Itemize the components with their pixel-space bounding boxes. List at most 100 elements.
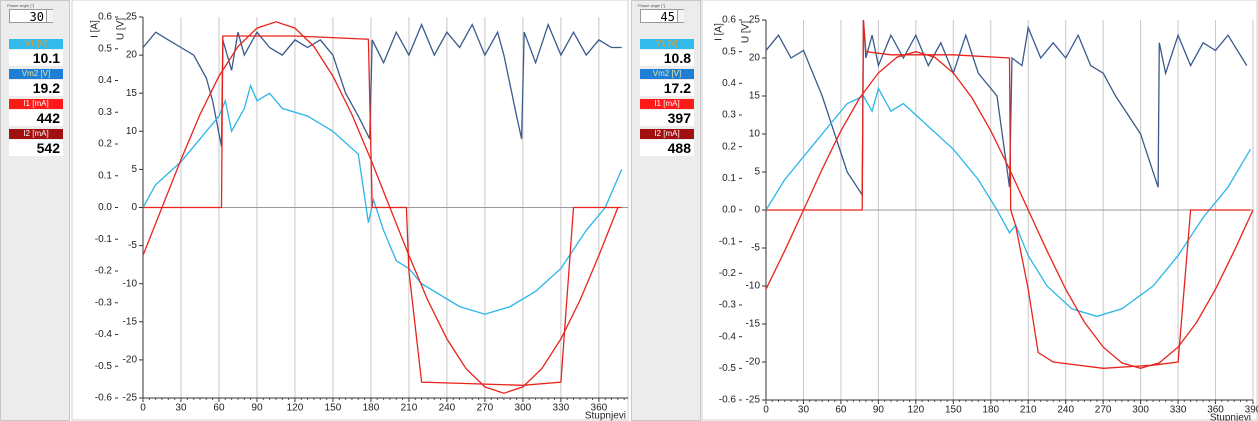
y-tick-label: -15 [123, 316, 138, 327]
y-tick-label: -5 [751, 243, 760, 254]
x-tick-label: 210 [401, 403, 418, 414]
y-axis-label: U [V] [741, 21, 752, 43]
y2-tick-label: -0.6 [95, 393, 113, 404]
y-tick-label: 25 [749, 15, 761, 26]
x-tick-label: 390 [1245, 405, 1258, 416]
readout-value: 488 [640, 140, 694, 156]
series-line [765, 86, 1252, 318]
y-tick-label: -25 [746, 395, 761, 406]
y2-tick-label: -0.1 [95, 234, 113, 245]
x-tick-label: 360 [1207, 405, 1224, 416]
readout-value: 442 [9, 110, 63, 126]
x-tick-label: 120 [287, 403, 304, 414]
y2-tick-label: -0.2 [719, 268, 737, 279]
y2-tick-label: -0.5 [719, 363, 737, 374]
readout-label: Vm2 [V] [9, 69, 63, 79]
y-tick-label: 5 [131, 164, 137, 175]
y-axis-label: U [V] [116, 18, 127, 40]
y2-tick-label: 0.0 [98, 202, 112, 213]
y-tick-label: -25 [123, 393, 138, 404]
x-tick-label: 30 [175, 403, 187, 414]
y2-tick-label: 0.0 [722, 205, 736, 216]
x-tick-label: 180 [982, 405, 999, 416]
y-tick-label: 25 [126, 12, 138, 23]
sidebar: Phase angle [°] 30 V1 [V] 10.1 Vm2 [V] 19.2 I1… [0, 0, 70, 421]
series-line [142, 83, 623, 315]
x-tick-label: 0 [140, 403, 146, 414]
y-tick-label: -20 [123, 355, 138, 366]
series-line [143, 35, 622, 386]
x-tick-label: 300 [515, 403, 532, 414]
x-tick-label: 240 [1057, 405, 1074, 416]
x-axis-label: Stupnjevi [585, 411, 626, 421]
phase-spinner[interactable]: 30 [9, 9, 53, 24]
x-tick-label: 210 [1020, 405, 1037, 416]
x-tick-label: 150 [945, 405, 962, 416]
y2-tick-label: 0.2 [98, 139, 112, 150]
readout-label: I2 [mA] [9, 129, 63, 139]
y2-tick-label: 0.3 [722, 110, 736, 121]
x-tick-label: 330 [553, 403, 570, 414]
x-axis-label: Stupnjevi [1210, 413, 1251, 421]
y2-tick-label: -0.4 [95, 329, 113, 340]
phase-spinner[interactable]: 45 [640, 9, 684, 24]
readout-value: 17.2 [640, 80, 694, 96]
readout-label: V1 [V] [640, 39, 694, 49]
x-tick-label: 300 [1132, 405, 1149, 416]
y2-tick-label: -0.4 [719, 331, 737, 342]
y2-tick-label: -0.3 [719, 300, 737, 311]
readout-value: 10.1 [9, 50, 63, 66]
y2-tick-label: 0.1 [722, 173, 736, 184]
y-tick-label: 10 [126, 126, 138, 137]
x-tick-label: 30 [798, 405, 810, 416]
chart-panel [71, 0, 629, 421]
series-line [765, 19, 1248, 197]
y2-tick-label: 0.6 [98, 12, 112, 23]
y2-tick-label: 0.5 [98, 43, 112, 54]
y-tick-label: -10 [123, 278, 138, 289]
y2-tick-label: 0.3 [98, 107, 112, 118]
x-tick-label: 180 [363, 403, 380, 414]
y2-tick-label: -0.5 [95, 361, 113, 372]
y-tick-label: -15 [746, 319, 761, 330]
y2-tick-label: -0.1 [719, 236, 737, 247]
y2-tick-label: 0.1 [98, 170, 112, 181]
x-tick-label: 270 [1095, 405, 1112, 416]
readout-label: I1 [mA] [640, 99, 694, 109]
y2-tick-label: 0.4 [722, 78, 736, 89]
phase-label: Phase angle [°] [7, 3, 35, 8]
y2-axis-label: I [A] [90, 20, 101, 38]
readout-label: I1 [mA] [9, 99, 63, 109]
y2-axis-label: I [A] [714, 23, 725, 41]
y-tick-label: 0 [754, 205, 760, 216]
x-tick-label: 120 [908, 405, 925, 416]
readout-label: V1 [V] [9, 39, 63, 49]
x-tick-label: 240 [439, 403, 456, 414]
x-tick-label: 330 [1170, 405, 1187, 416]
readout-label: I2 [mA] [640, 129, 694, 139]
y2-tick-label: 0.5 [722, 46, 736, 57]
y2-tick-label: 0.2 [722, 141, 736, 152]
phase-label: Phase angle [°] [638, 3, 666, 8]
y2-tick-label: -0.2 [95, 266, 113, 277]
y-tick-label: -10 [746, 281, 761, 292]
readout-value: 10.8 [640, 50, 694, 66]
y2-tick-label: 0.4 [98, 75, 112, 86]
readout-value: 542 [9, 140, 63, 156]
y-tick-label: -20 [746, 357, 761, 368]
y2-tick-label: -0.6 [719, 395, 737, 406]
y2-tick-label: -0.3 [95, 297, 113, 308]
x-tick-label: 60 [835, 405, 847, 416]
x-tick-label: 150 [325, 403, 342, 414]
y-tick-label: 5 [754, 167, 760, 178]
y-tick-label: 0 [131, 202, 137, 213]
series-line [142, 21, 619, 394]
x-tick-label: 90 [873, 405, 885, 416]
x-tick-label: 0 [763, 405, 769, 416]
readout-value: 397 [640, 110, 694, 126]
x-tick-label: 270 [477, 403, 494, 414]
y-tick-label: 20 [126, 50, 138, 61]
y2-tick-label: 0.6 [722, 15, 736, 26]
